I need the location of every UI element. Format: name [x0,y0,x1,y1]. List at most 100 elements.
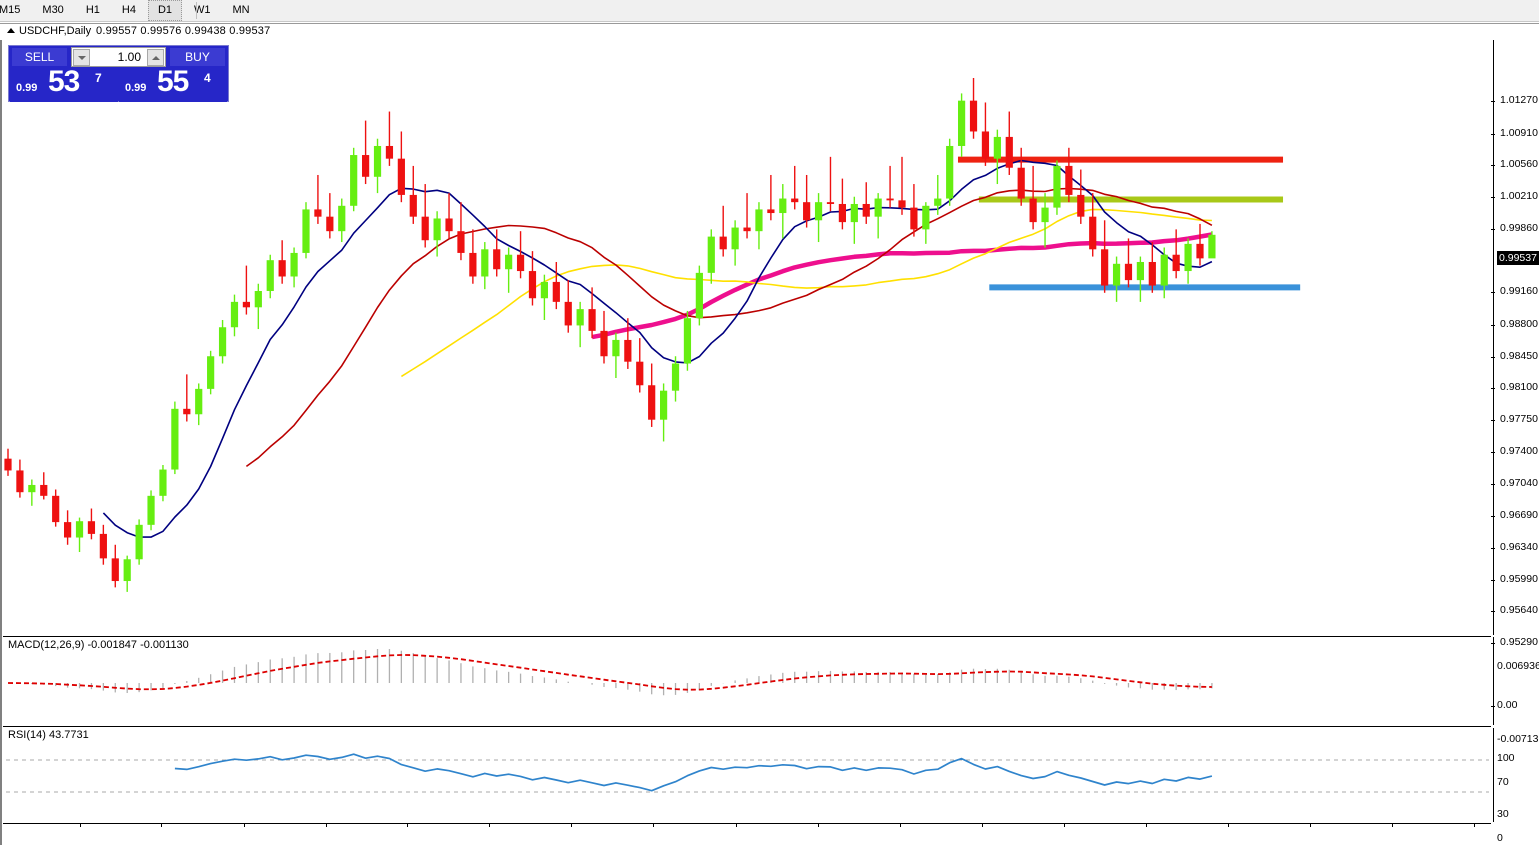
price-axis-tick [1491,484,1495,486]
price-axis-tick-label: 1.00910 [1500,126,1538,139]
buy-button[interactable]: BUY [170,48,225,66]
price-axis-tick [1491,197,1495,199]
price-axis-tick [1491,101,1495,102]
price-chart-canvas[interactable] [3,40,1494,635]
macd-axis-line [1493,637,1494,725]
price-axis-tick-label: 0.99160 [1500,285,1538,298]
date-axis-line [3,823,1491,824]
price-axis-tick-label: 0.98100 [1500,381,1538,394]
date-axis-tick [982,823,983,827]
date-axis-tick [571,823,572,827]
buy-price-prefix: 0.99 [125,82,147,94]
date-axis-tick [1392,823,1393,827]
timeframe-h1[interactable]: H1 [85,4,100,16]
buy-price-fraction: 4 [204,71,211,85]
macd-pane-separator-top [3,636,1491,637]
price-axis-tick-label: 1.00210 [1500,190,1538,203]
price-axis-tick-label: 1.00560 [1500,158,1538,171]
price-axis-tick-label: 0.96690 [1500,509,1538,522]
date-axis-tick [80,823,81,827]
rsi-axis-tick-label: 30 [1497,808,1509,820]
price-axis-tick [1491,228,1495,230]
price-axis-tick [1491,356,1495,358]
macd-chart-canvas[interactable] [3,637,1491,725]
price-axis-tick [1491,547,1495,549]
macd-indicator-label: MACD(12,26,9) -0.001847 -0.001130 [8,639,189,651]
date-axis-tick [1474,823,1475,827]
date-axis-tick [161,823,162,827]
chevron-down-icon [78,56,86,60]
price-axis-tick-label: 0.95990 [1500,572,1538,585]
sell-price-prefix: 0.99 [16,82,38,94]
date-axis-tick [244,823,245,827]
rsi-axis-tick-label: 70 [1497,776,1509,788]
rsi-chart-canvas[interactable] [3,728,1491,821]
current-price-label: 0.99537 [1497,251,1539,266]
price-axis-tick-label: 0.97040 [1500,477,1538,490]
price-axis-tick-label: 0.97400 [1500,444,1538,457]
macd-axis-tick [1491,706,1495,707]
trade-panel-prices: 0.99 53 7 0.99 55 4 [9,65,228,102]
price-axis-tick-label: 0.98800 [1500,317,1538,330]
macd-axis-tick-label: 0.00 [1497,699,1518,711]
trade-panel-top-row: SELL 1.00 BUY [9,46,228,68]
chart-symbol-label: USDCHF,Daily [19,25,92,37]
price-axis-tick [1491,579,1495,581]
price-axis-tick [1491,611,1495,613]
date-axis-tick [653,823,654,827]
buy-price-main: 55 [157,65,189,98]
one-click-trading-panel[interactable]: SELL 1.00 BUY 0.99 53 7 0.99 55 4 [8,45,229,102]
date-axis-tick [1064,823,1065,827]
sell-price-main: 53 [48,65,80,98]
chart-area: USDCHF,Daily 0.99557 0.99576 0.99438 0.9… [0,23,1539,845]
timeframe-w1[interactable]: W1 [194,4,211,16]
price-axis-tick [1491,388,1495,390]
volume-decrement-button[interactable] [73,49,90,66]
price-axis-line [1493,40,1494,635]
volume-value: 1.00 [117,50,141,64]
price-axis-tick-label: 0.95640 [1500,604,1538,617]
date-axis-tick [1310,823,1311,827]
date-axis-tick [736,823,737,827]
price-axis-tick [1491,133,1495,135]
toolbar-divider [196,2,197,19]
date-axis-tick [1146,823,1147,827]
timeframe-m30[interactable]: M30 [42,4,64,16]
price-axis-tick [1491,292,1495,294]
price-axis-tick-label: 0.95290 [1500,636,1538,648]
date-axis-tick [1228,823,1229,827]
timeframe-mn[interactable]: MN [232,4,250,16]
rsi-axis-tick-label: 0 [1497,832,1503,844]
macd-pane-separator-bottom [3,726,1491,727]
date-axis-tick [900,823,901,827]
price-axis-tick [1491,165,1495,167]
date-axis-tick [818,823,819,827]
volume-input[interactable]: 1.00 [71,47,166,67]
sell-button[interactable]: SELL [12,48,67,66]
chart-title-bar: USDCHF,Daily 0.99557 0.99576 0.99438 0.9… [0,24,1539,40]
rsi-indicator-label: RSI(14) 43.7731 [8,729,89,741]
chart-ohlc-values: 0.99557 0.99576 0.99438 0.99537 [96,25,271,37]
price-axis-tick [1491,451,1495,453]
timeframe-d1[interactable]: D1 [147,0,182,21]
price-axis-tick [1491,420,1495,422]
timeframe-h4[interactable]: H4 [121,4,136,16]
macd-axis-tick-label: 0.006936 [1497,660,1539,672]
sell-price-display[interactable]: 0.99 53 7 [10,65,118,102]
chevron-up-icon [152,56,160,60]
price-axis-tick [1491,516,1495,518]
timeframe-toolbar: M15 M30 H1 H4 D1 W1 MN [0,0,1539,22]
triangle-up-icon[interactable] [7,28,15,33]
timeframe-list: M15 M30 H1 H4 D1 W1 MN [0,0,261,21]
buy-price-display[interactable]: 0.99 55 4 [119,65,227,102]
price-axis-tick-label: 1.01270 [1500,94,1538,106]
price-axis-tick-label: 0.99860 [1500,221,1538,234]
window-border-left [0,24,2,845]
timeframe-m15[interactable]: M15 [0,4,21,16]
window-border-left-inner [2,24,3,845]
price-axis-tick-label: 0.96340 [1500,540,1538,553]
rsi-axis-tick-label: 100 [1497,752,1515,764]
date-axis-tick [489,823,490,827]
volume-increment-button[interactable] [147,49,164,66]
